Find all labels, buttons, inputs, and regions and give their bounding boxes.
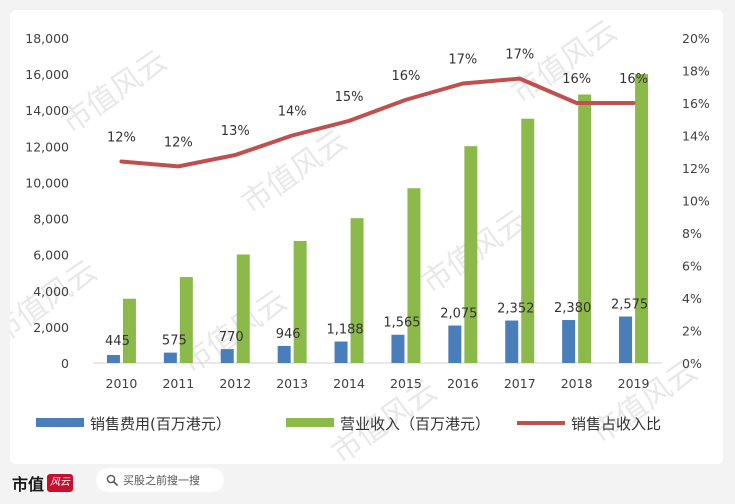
expense-bar — [334, 341, 348, 363]
y-left-tick-label: 4,000 — [33, 284, 69, 299]
expense-data-label: 2,352 — [497, 302, 534, 317]
y-right-tick-label: 8% — [682, 226, 702, 241]
data-labels: 12% 12% 13% 14% 15% 16% 17% 17% 16% 16% 445 575 770 9… — [105, 48, 648, 349]
x-tick-label: 2011 — [162, 376, 194, 391]
x-tick-label: 2016 — [447, 376, 479, 391]
x-tick-label: 2010 — [106, 376, 138, 391]
expense-bar — [277, 345, 291, 363]
search-placeholder: 买股之前搜一搜 — [123, 474, 200, 487]
revenue-bar — [464, 146, 478, 363]
y-right-tick-label: 10% — [682, 194, 710, 209]
expense-data-label: 770 — [219, 330, 244, 345]
watermark-text: 市值风云 — [235, 123, 353, 220]
ratio-data-label: 16% — [619, 72, 648, 87]
brand-stamp: 风云 — [47, 474, 74, 492]
x-tick-label: 2014 — [333, 376, 365, 391]
y-right-tick-label: 16% — [682, 96, 710, 111]
combo-chart: 市值风云市值风云市值风云市值风云市值风云市值风云市值风云市值风云 02,0004… — [0, 13, 710, 470]
watermark-text: 市值风云 — [10, 253, 104, 350]
y-left-tick-label: 18,000 — [25, 31, 69, 46]
expense-data-label: 1,565 — [383, 316, 420, 331]
expense-bar — [505, 320, 519, 363]
y-right-tick-label: 20% — [682, 31, 710, 46]
y-right-tick-label: 14% — [682, 129, 710, 144]
ratio-data-label: 17% — [505, 48, 534, 63]
expense-data-label: 1,188 — [326, 323, 363, 338]
expense-bar — [391, 334, 405, 363]
y-left-tick-label: 2,000 — [33, 320, 69, 335]
legend: 销售费用(百万港元） 营业收入（百万港元） 销售占收入比 — [36, 415, 661, 433]
expense-bar — [106, 354, 120, 363]
expense-data-label: 445 — [105, 334, 130, 349]
watermark-text: 市值风云 — [55, 43, 173, 140]
y-right-tick-label: 2% — [682, 324, 702, 339]
ratio-data-label: 13% — [221, 124, 250, 139]
x-tick-label: 2013 — [276, 376, 308, 391]
ratio-data-label: 14% — [278, 105, 307, 120]
ratio-data-label: 16% — [562, 72, 591, 87]
x-tick-label: 2017 — [504, 376, 536, 391]
x-tick-label: 2015 — [390, 376, 422, 391]
y-right-tick-label: 4% — [682, 291, 702, 306]
brand-text: 市值 — [12, 475, 45, 494]
y-right-tick-label: 6% — [682, 259, 702, 274]
revenue-bar — [350, 218, 364, 363]
revenue-bar — [578, 94, 592, 363]
x-tick-label: 2012 — [219, 376, 251, 391]
footer-bar: 市值 风云 买股之前搜一搜 — [0, 464, 735, 504]
search-icon — [106, 474, 118, 486]
expense-data-label: 2,575 — [611, 298, 648, 313]
expense-bar — [163, 352, 177, 363]
ratio-data-label: 17% — [448, 53, 477, 68]
brand-logo: 市值 风云 — [12, 470, 74, 496]
search-box[interactable]: 买股之前搜一搜 — [96, 468, 224, 492]
bars — [106, 74, 649, 363]
y-right-tick-label: 0% — [682, 356, 702, 371]
legend-label: 销售占收入比 — [571, 415, 661, 433]
y-left-tick-label: 10,000 — [25, 175, 69, 190]
revenue-bar — [635, 74, 649, 363]
expense-data-label: 2,075 — [440, 307, 477, 322]
x-tick-label: 2018 — [561, 376, 593, 391]
ratio-data-label: 16% — [391, 69, 420, 84]
axes: 0 2,000 4,000 6,000 8,000 10,000 12,000 14,000 1… — [25, 31, 710, 391]
revenue-bar — [122, 298, 136, 363]
legend-swatch — [36, 418, 84, 427]
ratio-line-path — [119, 76, 636, 169]
revenue-bar — [407, 188, 421, 363]
x-tick-label: 2019 — [618, 376, 650, 391]
y-left-tick-label: 6,000 — [33, 248, 69, 263]
expense-data-label: 575 — [162, 334, 187, 349]
expense-data-label: 946 — [276, 327, 301, 342]
ratio-data-label: 12% — [164, 135, 193, 150]
y-left-tick-label: 14,000 — [25, 103, 69, 118]
y-right-tick-label: 12% — [682, 161, 710, 176]
expense-bar — [562, 320, 576, 363]
expense-data-label: 2,380 — [554, 301, 591, 316]
revenue-bar — [179, 277, 193, 363]
y-left-tick-label: 12,000 — [25, 139, 69, 154]
expense-bar — [448, 325, 462, 363]
expense-bar — [220, 349, 234, 363]
ratio-data-label: 12% — [107, 131, 136, 146]
revenue-bar — [293, 240, 307, 363]
legend-swatch — [286, 418, 334, 427]
revenue-bar — [521, 118, 535, 363]
revenue-bar — [236, 254, 250, 363]
ratio-data-label: 15% — [335, 90, 364, 105]
legend-label: 销售费用(百万港元） — [90, 415, 231, 433]
legend-label: 营业收入（百万港元） — [340, 415, 490, 433]
y-left-tick-label: 16,000 — [25, 67, 69, 82]
chart-card: 市值风云市值风云市值风云市值风云市值风云市值风云市值风云市值风云 02,0004… — [0, 10, 723, 471]
expense-bar — [619, 316, 633, 363]
y-left-tick-label: 0 — [61, 356, 69, 371]
ratio-line — [119, 76, 636, 169]
y-right-tick-label: 18% — [682, 64, 710, 79]
y-left-tick-label: 8,000 — [33, 212, 69, 227]
